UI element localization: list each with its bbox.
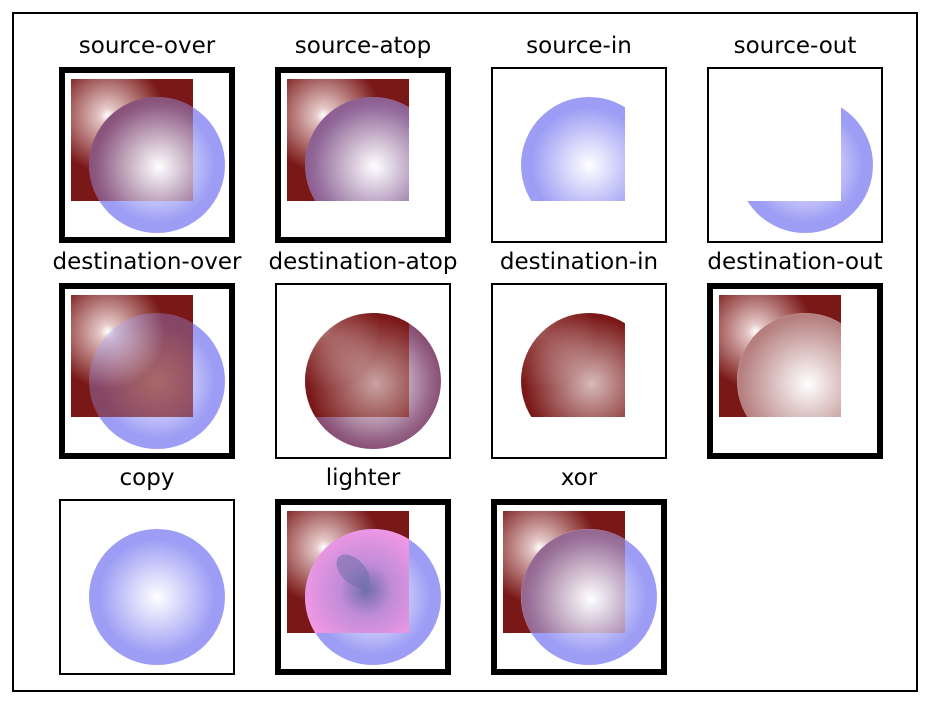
overlap-region: [89, 313, 193, 417]
overlap-region: [521, 529, 625, 633]
composite-layers: [305, 313, 441, 449]
tile-label: destination-atop: [268, 249, 458, 275]
tile-lighter: lighter: [263, 463, 463, 703]
composite-source-in-swatch: [491, 67, 667, 243]
composite-destination-atop-icon: [305, 313, 441, 449]
composite-layers: [719, 295, 841, 417]
composite-copy-icon: [89, 529, 225, 665]
tile-destination-in: destination-in: [479, 247, 679, 487]
composite-source-atop-swatch: [275, 67, 451, 243]
tile-xor: xor: [479, 463, 679, 703]
composite-source-in-icon: [521, 97, 625, 201]
source-disc: [89, 529, 225, 665]
tile-destination-out: destination-out: [695, 247, 895, 487]
source-disc: [521, 97, 625, 201]
tile-label: destination-out: [707, 249, 883, 275]
tile-label: source-out: [733, 33, 857, 59]
composite-source-over-swatch: [59, 67, 235, 243]
tile-label: source-atop: [294, 33, 432, 59]
tile-source-atop: source-atop: [263, 31, 463, 271]
composite-copy-swatch: [59, 499, 235, 675]
tile-source-over: source-over: [47, 31, 247, 271]
composite-source-atop-icon: [287, 79, 409, 201]
composite-destination-over-icon: [71, 295, 225, 449]
composite-source-out-icon: [737, 97, 873, 233]
composite-layers: [287, 511, 441, 665]
composite-xor-icon: [503, 511, 657, 665]
composite-xor-swatch: [491, 499, 667, 675]
composite-layers: [521, 313, 625, 417]
composite-source-out-swatch: [707, 67, 883, 243]
tile-copy: copy: [47, 463, 247, 703]
highlight-blob: [336, 554, 370, 588]
overlap-region: [305, 97, 409, 201]
tile-label: destination-over: [52, 249, 242, 275]
tile-destination-over: destination-over: [47, 247, 247, 487]
tile-source-out: source-out: [695, 31, 895, 271]
composite-layers: [521, 97, 625, 201]
figure-frame: source-over source-atop source-in source…: [12, 12, 918, 692]
tile-label: xor: [560, 465, 598, 491]
composite-destination-in-icon: [521, 313, 625, 417]
tile-label: destination-in: [499, 249, 659, 275]
composite-layers: [503, 511, 657, 665]
composite-destination-out-swatch: [707, 283, 883, 459]
composite-destination-over-swatch: [59, 283, 235, 459]
composite-layers: [737, 97, 873, 233]
composite-destination-atop-swatch: [275, 283, 451, 459]
tile-label: source-in: [526, 33, 632, 59]
composite-layers: [71, 79, 225, 233]
composite-layers: [89, 529, 225, 665]
composite-lighter-swatch: [275, 499, 451, 675]
composite-destination-out-icon: [719, 295, 841, 417]
tile-label: source-over: [78, 33, 216, 59]
tile-label: copy: [119, 465, 175, 491]
tile-destination-atop: destination-atop: [263, 247, 463, 487]
composite-layers: [287, 79, 409, 201]
overlap-region: [521, 313, 625, 417]
composite-destination-in-swatch: [491, 283, 667, 459]
overlap-region: [737, 313, 841, 417]
composite-layers: [71, 295, 225, 449]
overlap-region: [305, 313, 441, 449]
overlap-region: [89, 97, 193, 201]
source-disc: [737, 97, 873, 233]
composite-source-over-icon: [71, 79, 225, 233]
tile-source-in: source-in: [479, 31, 679, 271]
tile-label: lighter: [325, 465, 401, 491]
composite-lighter-icon: [287, 511, 441, 665]
